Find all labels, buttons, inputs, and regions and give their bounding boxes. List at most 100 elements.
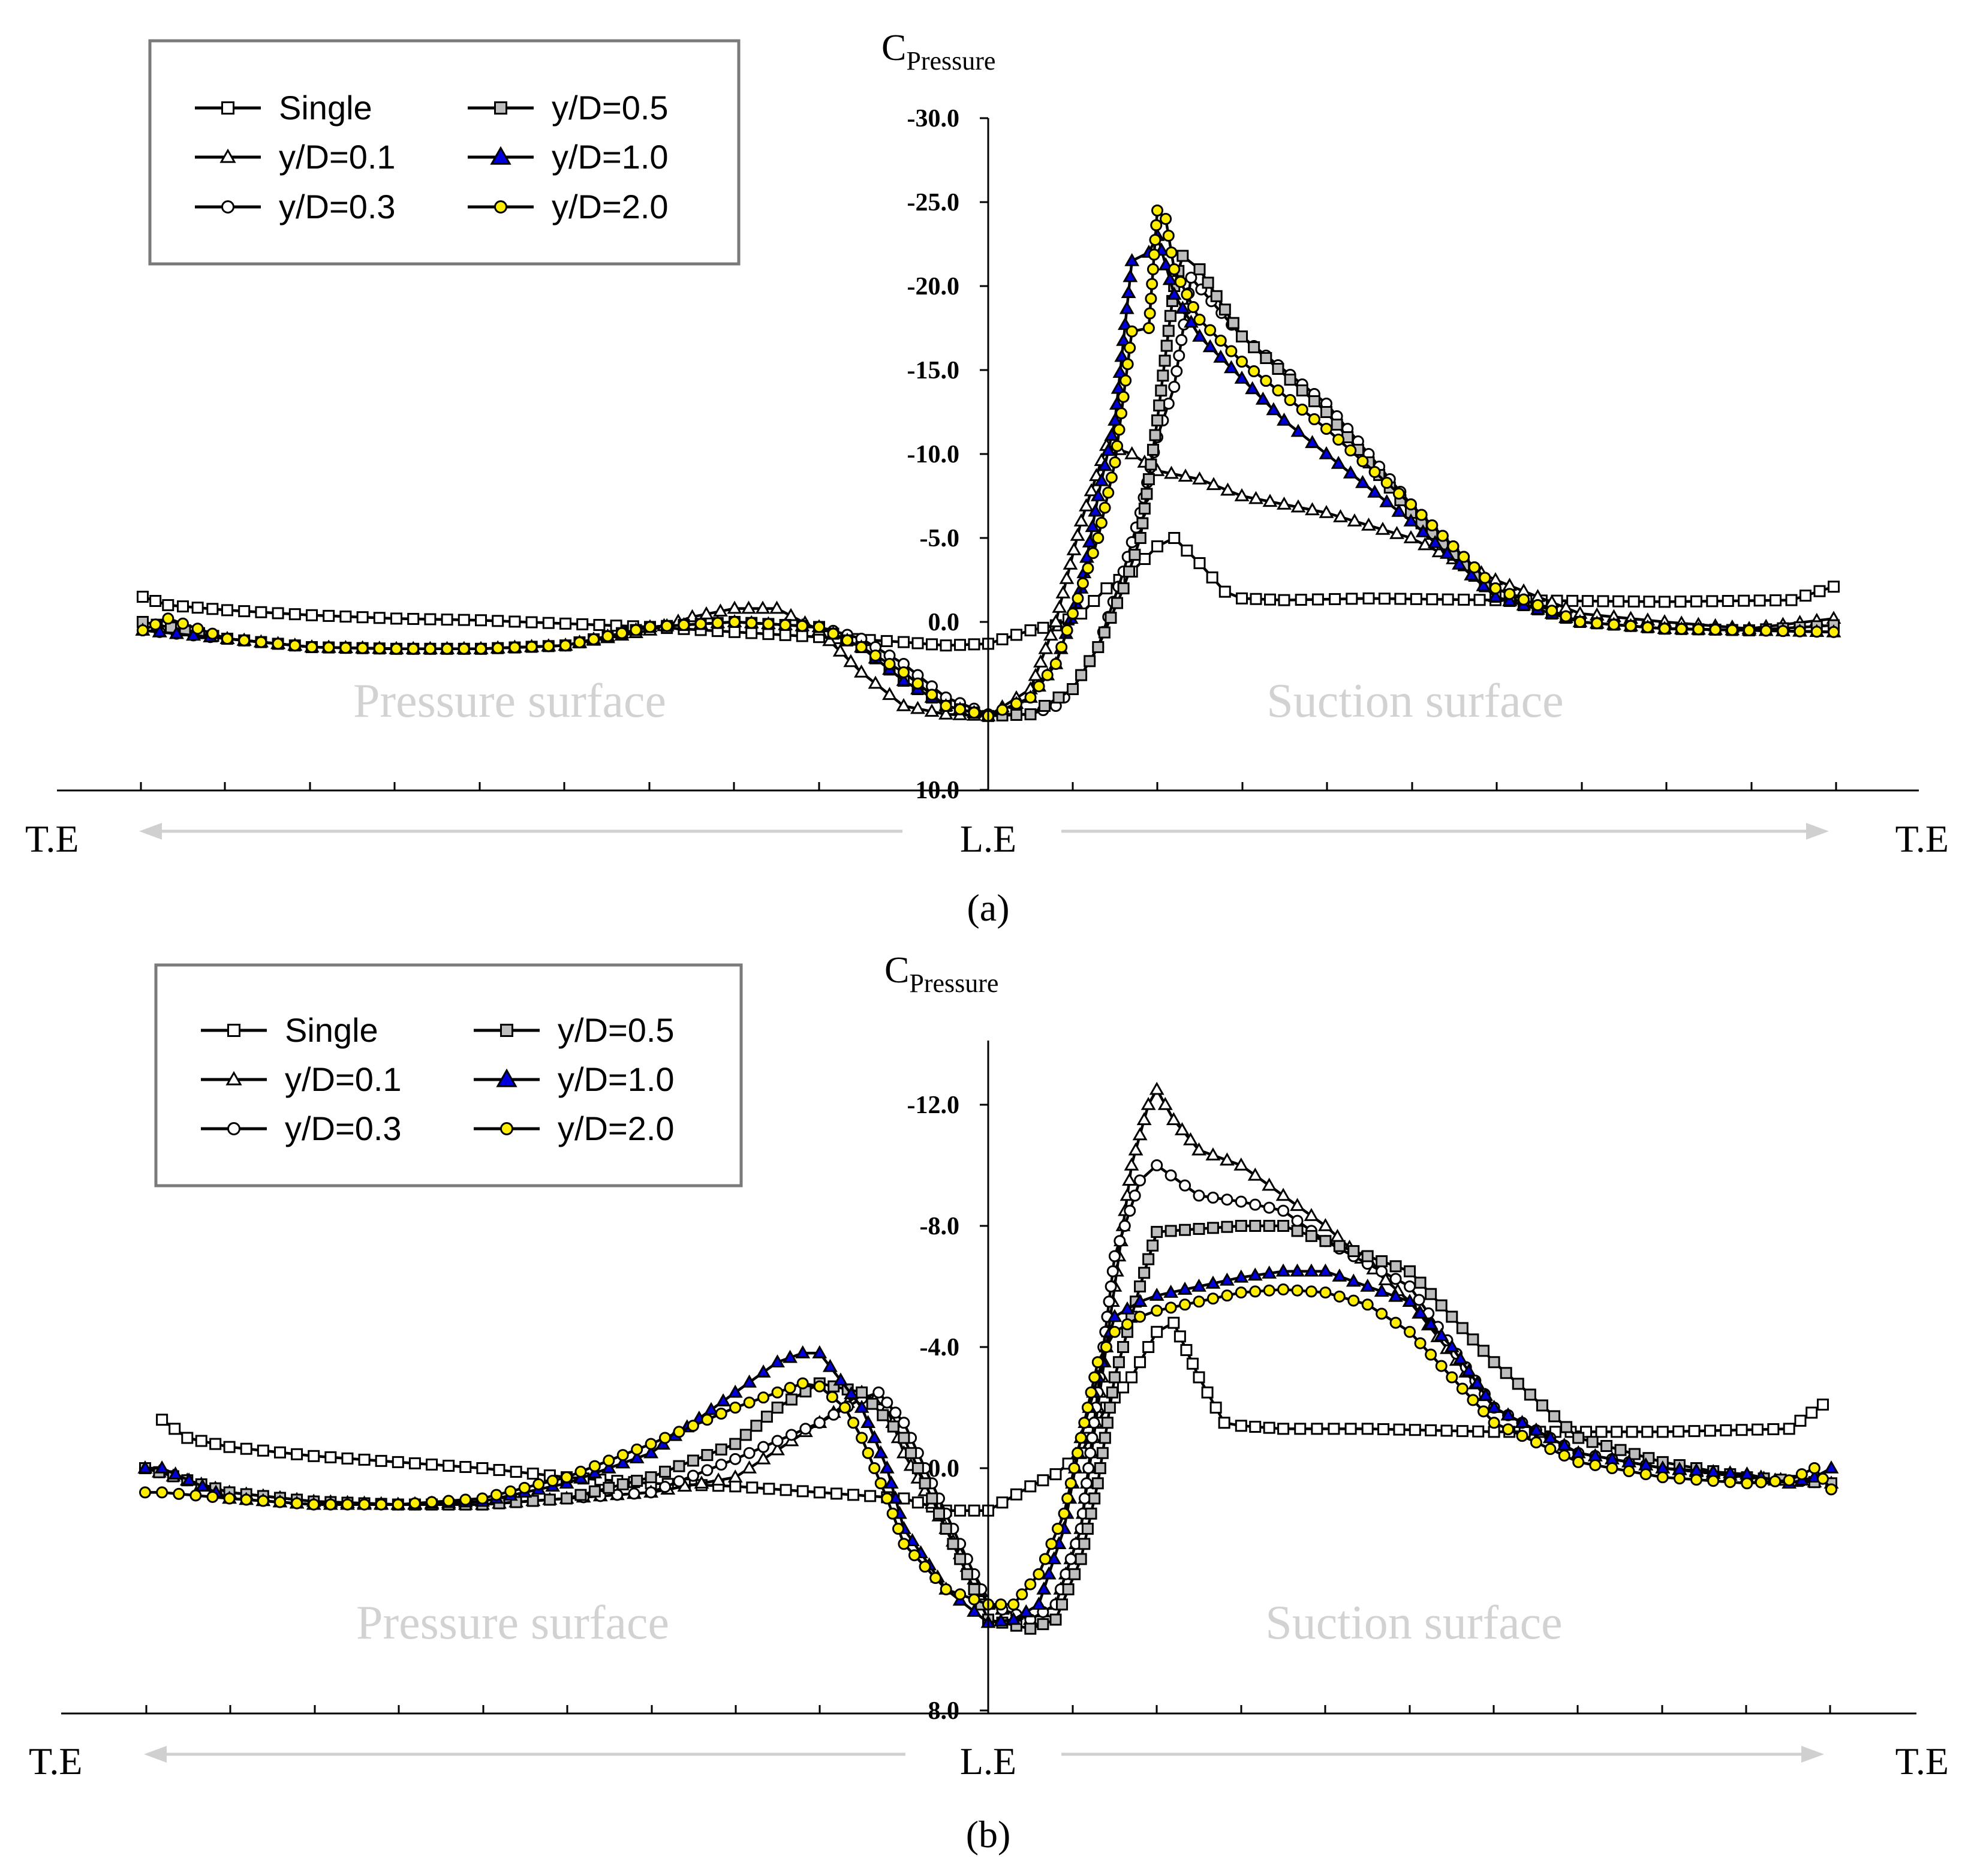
- data-point: [1770, 594, 1782, 606]
- data-point: [762, 628, 775, 641]
- data-point: [1163, 1285, 1179, 1298]
- data-point: [1641, 621, 1654, 633]
- data-point: [1055, 641, 1068, 653]
- data-point: [1087, 547, 1099, 560]
- data-point: [186, 627, 201, 641]
- data-point: [1260, 352, 1272, 364]
- data-point: [881, 1396, 893, 1409]
- data-point: [715, 1459, 727, 1471]
- y-ticks-a: -30.0 -25.0 -20.0 -15.0 -10.0 -5.0 0.0 10.0: [907, 105, 988, 804]
- data-point: [559, 617, 571, 630]
- legend-entries-b: Single y/D=0.1 y/D=0.3 y/D=0.5 y/D=1.0 y/D=2.…: [201, 1011, 675, 1147]
- data-point: [1320, 406, 1332, 418]
- data-point: [742, 1374, 757, 1388]
- data-point: [1147, 444, 1159, 456]
- data-point: [729, 1480, 742, 1493]
- data-point: [1132, 1294, 1148, 1307]
- region-label-suction-a: Suction surface: [1266, 675, 1563, 727]
- data-point: [1427, 534, 1443, 548]
- data-point: [1149, 234, 1161, 246]
- data-point: [1059, 570, 1075, 584]
- data-point: [833, 1372, 848, 1386]
- arrowhead-left-b: [144, 1746, 167, 1763]
- data-point: [1558, 1449, 1570, 1462]
- data-point: [813, 1486, 826, 1499]
- data-point: [1690, 595, 1702, 608]
- le-label-a: L.E: [960, 817, 1016, 860]
- data-point: [1333, 509, 1348, 522]
- data-point: [504, 1485, 517, 1498]
- data-point: [1361, 1423, 1374, 1435]
- legend-label: Single: [285, 1011, 378, 1049]
- data-point: [1108, 1325, 1121, 1338]
- data-point: [1121, 358, 1134, 371]
- data-point: [743, 1396, 756, 1409]
- data-point: [1155, 384, 1167, 397]
- data-point: [1296, 384, 1308, 396]
- data-point: [687, 1469, 699, 1482]
- data-point: [1255, 391, 1271, 405]
- legend-marker: [219, 148, 236, 163]
- data-point: [1361, 1298, 1374, 1311]
- data-point: [1277, 1283, 1290, 1296]
- data-point: [729, 1402, 742, 1414]
- data-point: [1512, 1378, 1524, 1390]
- data-point: [874, 1477, 887, 1490]
- data-point: [1404, 1325, 1416, 1338]
- data-point: [1076, 577, 1089, 590]
- data-point: [813, 1417, 826, 1429]
- data-point: [1112, 365, 1128, 378]
- data-point: [1209, 1402, 1222, 1414]
- data-point: [1126, 1371, 1138, 1384]
- data-point: [1092, 532, 1105, 544]
- y-tick-label-b: 0.0: [928, 1455, 960, 1483]
- data-point: [1235, 1195, 1247, 1208]
- data-point: [1142, 322, 1155, 334]
- data-point: [750, 1420, 763, 1432]
- data-point: [137, 1460, 153, 1474]
- data-point: [1291, 1214, 1304, 1227]
- data-point: [574, 1489, 587, 1501]
- data-point: [324, 1498, 337, 1511]
- data-point: [862, 1447, 874, 1459]
- data-point: [1331, 455, 1346, 469]
- data-point: [745, 627, 758, 639]
- data-point: [1118, 1220, 1131, 1232]
- data-point: [1724, 1476, 1737, 1489]
- data-point: [526, 1468, 539, 1480]
- y-tick-label-a: -25.0: [907, 189, 960, 217]
- data-point: [1006, 1612, 1021, 1625]
- data-point: [1037, 621, 1049, 634]
- data-point: [1738, 594, 1750, 607]
- data-point: [1741, 1477, 1753, 1490]
- data-point: [711, 1472, 726, 1486]
- data-point: [1100, 1341, 1112, 1353]
- data-point: [1166, 1112, 1181, 1126]
- data-point: [1624, 620, 1637, 632]
- data-point: [1157, 1096, 1173, 1110]
- data-point: [755, 600, 771, 614]
- data-point: [1073, 513, 1089, 527]
- data-point: [390, 612, 402, 625]
- data-point: [1444, 1339, 1460, 1352]
- data-point: [1164, 1169, 1177, 1181]
- data-point: [223, 1441, 236, 1453]
- legend-entry: Single: [195, 89, 372, 127]
- data-point: [1478, 1387, 1493, 1401]
- data-point: [272, 638, 284, 650]
- data-point: [1805, 1406, 1818, 1419]
- legend-label: y/D=0.5: [552, 89, 669, 127]
- data-point: [532, 1478, 545, 1490]
- data-point: [1210, 290, 1223, 302]
- data-point: [1707, 1475, 1720, 1487]
- data-point: [1393, 1423, 1406, 1436]
- data-point: [1191, 1278, 1206, 1292]
- data-point: [1413, 1305, 1428, 1318]
- data-point: [1344, 1423, 1357, 1435]
- data-point: [1010, 698, 1022, 710]
- data-point: [1033, 654, 1048, 668]
- data-point: [1263, 1284, 1275, 1297]
- data-point: [1153, 399, 1166, 412]
- data-point: [1304, 1263, 1319, 1277]
- data-point: [1825, 1483, 1837, 1496]
